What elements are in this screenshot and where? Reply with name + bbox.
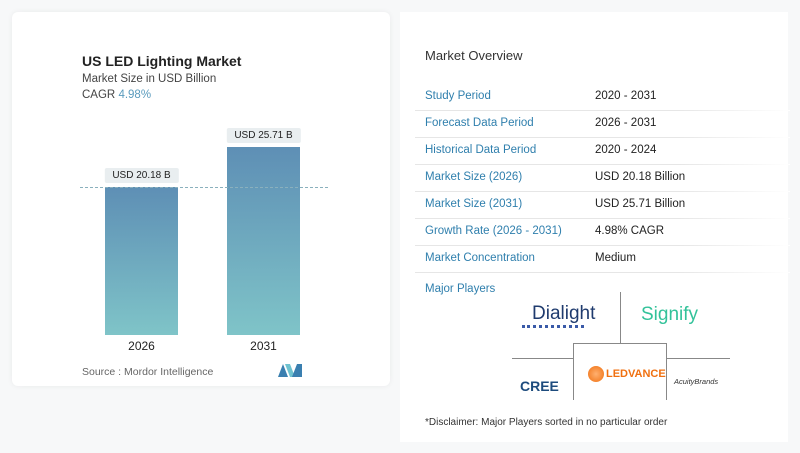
reference-dashed-line bbox=[80, 187, 328, 188]
row-value: USD 25.71 Billion bbox=[595, 198, 686, 210]
dialight-dots bbox=[522, 325, 584, 328]
disclaimer: *Disclaimer: Major Players sorted in no … bbox=[425, 417, 668, 428]
data-label: USD 20.18 B bbox=[104, 168, 179, 184]
overview-row: Market Size (2031) USD 25.71 Billion bbox=[415, 192, 790, 219]
overview-row: Market Size (2026) USD 20.18 Billion bbox=[415, 165, 790, 192]
chart-card bbox=[12, 12, 390, 386]
row-label: Forecast Data Period bbox=[425, 117, 534, 129]
overview-row: Historical Data Period 2020 - 2024 bbox=[415, 138, 790, 165]
overview-title: Market Overview bbox=[425, 48, 523, 63]
row-label: Market Size (2031) bbox=[425, 198, 523, 210]
major-players-label: Major Players bbox=[425, 283, 496, 295]
data-label: USD 25.71 B bbox=[226, 128, 301, 143]
row-label: Market Concentration bbox=[425, 252, 535, 264]
cagr-value: 4.98% bbox=[118, 89, 152, 101]
row-value: 2020 - 2024 bbox=[595, 144, 657, 156]
row-value: Medium bbox=[595, 252, 636, 264]
divider bbox=[512, 358, 573, 359]
row-value: USD 20.18 Billion bbox=[595, 171, 686, 183]
overview-row: Study Period 2020 - 2031 bbox=[415, 84, 790, 111]
source-text: Source : Mordor Intelligence bbox=[82, 366, 214, 378]
row-label: Historical Data Period bbox=[425, 144, 537, 156]
cagr: CAGR 4.98% bbox=[82, 89, 151, 101]
dialight-logo: Dialight bbox=[532, 303, 596, 324]
row-value: 2020 - 2031 bbox=[595, 90, 657, 102]
row-value: 2026 - 2031 bbox=[595, 117, 657, 129]
cagr-label: CAGR bbox=[82, 89, 116, 101]
divider bbox=[620, 292, 621, 343]
row-label: Market Size (2026) bbox=[425, 171, 523, 183]
chart-title: US LED Lighting Market bbox=[82, 53, 242, 69]
overview-row: Growth Rate (2026 - 2031) 4.98% CAGR bbox=[415, 219, 790, 246]
overview-row: Forecast Data Period 2026 - 2031 bbox=[415, 111, 790, 138]
overview-row: Market Concentration Medium bbox=[415, 246, 790, 273]
signify-logo: Signify bbox=[641, 304, 699, 325]
logo-box bbox=[573, 343, 667, 400]
row-value: 4.98% CAGR bbox=[595, 225, 665, 237]
x-tick-label: 2031 bbox=[250, 339, 277, 353]
row-label: Study Period bbox=[425, 90, 491, 102]
chart-subtitle: Market Size in USD Billion bbox=[82, 73, 217, 85]
mordor-logo-icon bbox=[278, 364, 302, 377]
bar-2026 bbox=[105, 187, 178, 335]
x-tick-label: 2026 bbox=[128, 339, 155, 353]
bar-2031 bbox=[227, 147, 300, 335]
ledvance-logo: LEDVANCE bbox=[606, 368, 666, 380]
acuity-logo: AcuityBrands bbox=[674, 377, 719, 386]
cree-logo: CREE bbox=[520, 378, 559, 394]
row-label: Growth Rate (2026 - 2031) bbox=[425, 225, 562, 237]
ledvance-sun-icon bbox=[588, 366, 604, 382]
divider bbox=[667, 358, 730, 359]
